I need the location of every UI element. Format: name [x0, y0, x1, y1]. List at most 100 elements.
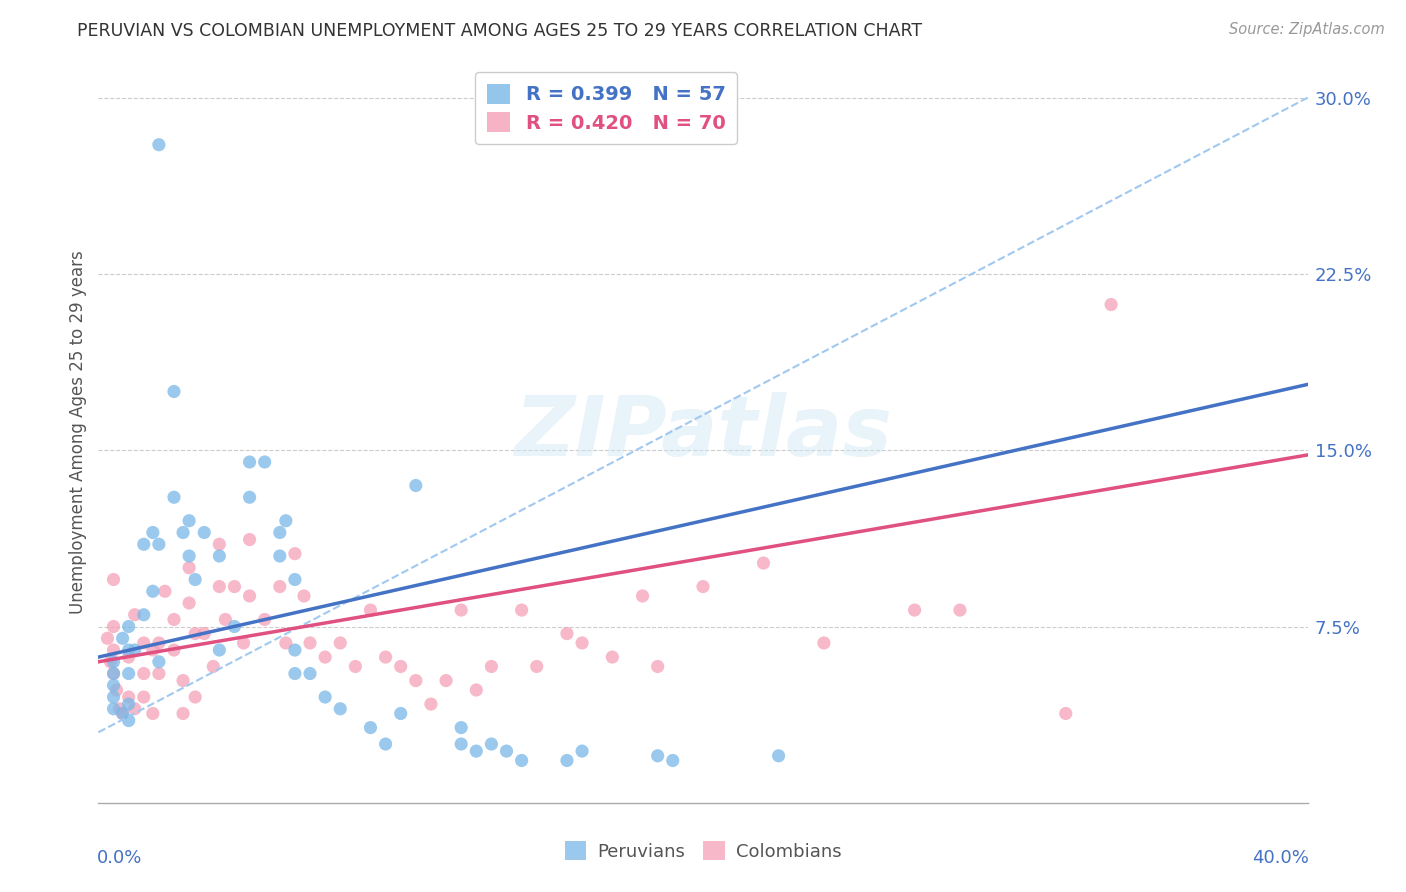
Point — [193, 525, 215, 540]
Point — [124, 643, 146, 657]
Point — [124, 702, 146, 716]
Point — [239, 490, 262, 504]
Point — [103, 655, 125, 669]
Point — [389, 659, 412, 673]
Point — [526, 659, 548, 673]
Point — [647, 748, 669, 763]
Point — [179, 549, 201, 563]
Point — [132, 537, 155, 551]
Point — [202, 659, 225, 673]
Point — [118, 714, 141, 728]
Point — [148, 666, 170, 681]
Point — [752, 556, 775, 570]
Point — [481, 659, 503, 673]
Point — [118, 697, 141, 711]
Point — [510, 754, 533, 768]
Point — [239, 455, 262, 469]
Point — [148, 636, 170, 650]
Point — [172, 525, 194, 540]
Point — [374, 650, 396, 665]
Point — [374, 737, 396, 751]
Point — [142, 584, 165, 599]
Point — [647, 659, 669, 673]
Point — [224, 580, 246, 594]
Point — [274, 636, 297, 650]
Point — [132, 666, 155, 681]
Point — [105, 683, 128, 698]
Point — [111, 706, 134, 721]
Point — [329, 702, 352, 716]
Point — [163, 490, 186, 504]
Point — [163, 612, 186, 626]
Point — [602, 650, 624, 665]
Point — [172, 706, 194, 721]
Point — [103, 573, 125, 587]
Point — [163, 384, 186, 399]
Point — [184, 573, 207, 587]
Text: PERUVIAN VS COLOMBIAN UNEMPLOYMENT AMONG AGES 25 TO 29 YEARS CORRELATION CHART: PERUVIAN VS COLOMBIAN UNEMPLOYMENT AMONG… — [77, 22, 922, 40]
Point — [1099, 297, 1122, 311]
Point — [1054, 706, 1077, 721]
Point — [253, 612, 276, 626]
Point — [179, 596, 201, 610]
Point — [184, 690, 207, 704]
Point — [434, 673, 457, 688]
Text: 40.0%: 40.0% — [1251, 848, 1309, 867]
Point — [314, 690, 336, 704]
Point — [269, 525, 291, 540]
Point — [103, 690, 125, 704]
Point — [813, 636, 835, 650]
Point — [239, 589, 262, 603]
Point — [465, 744, 488, 758]
Point — [193, 626, 215, 640]
Point — [118, 619, 141, 633]
Point — [450, 721, 472, 735]
Point — [450, 603, 472, 617]
Point — [148, 655, 170, 669]
Point — [269, 549, 291, 563]
Point — [232, 636, 254, 650]
Point — [100, 655, 122, 669]
Point — [284, 643, 307, 657]
Point — [111, 706, 134, 721]
Point — [132, 607, 155, 622]
Point — [118, 666, 141, 681]
Point — [208, 537, 231, 551]
Point — [420, 697, 443, 711]
Point — [661, 754, 683, 768]
Point — [555, 626, 578, 640]
Point — [239, 533, 262, 547]
Point — [118, 643, 141, 657]
Point — [103, 666, 125, 681]
Point — [208, 580, 231, 594]
Text: 0.0%: 0.0% — [97, 848, 142, 867]
Point — [124, 607, 146, 622]
Point — [949, 603, 972, 617]
Text: Source: ZipAtlas.com: Source: ZipAtlas.com — [1229, 22, 1385, 37]
Point — [142, 525, 165, 540]
Point — [184, 626, 207, 640]
Y-axis label: Unemployment Among Ages 25 to 29 years: Unemployment Among Ages 25 to 29 years — [69, 251, 87, 615]
Point — [118, 650, 141, 665]
Point — [274, 514, 297, 528]
Point — [495, 744, 517, 758]
Point — [631, 589, 654, 603]
Point — [118, 690, 141, 704]
Point — [163, 643, 186, 657]
Point — [148, 137, 170, 152]
Point — [284, 666, 307, 681]
Point — [132, 690, 155, 704]
Point — [360, 603, 382, 617]
Point — [108, 702, 131, 716]
Point — [103, 666, 125, 681]
Point — [292, 589, 315, 603]
Point — [96, 632, 118, 646]
Point — [450, 737, 472, 751]
Point — [103, 619, 125, 633]
Point — [284, 547, 307, 561]
Point — [510, 603, 533, 617]
Point — [571, 636, 593, 650]
Point — [148, 537, 170, 551]
Point — [284, 573, 307, 587]
Point — [179, 561, 201, 575]
